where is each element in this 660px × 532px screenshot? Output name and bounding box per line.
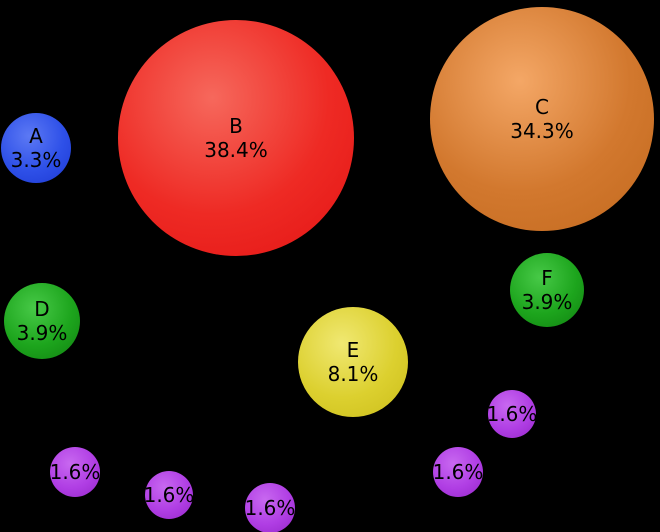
bubble-percent: 3.9% bbox=[16, 321, 68, 345]
bubble-unlabeled: 1.6% bbox=[487, 390, 538, 438]
bubble-unlabeled: 1.6% bbox=[433, 447, 483, 497]
bubble-label: F 3.9% bbox=[522, 266, 573, 314]
bubble-label: 1.6% bbox=[433, 460, 484, 484]
bubble-label: D 3.9% bbox=[17, 297, 68, 345]
bubble-percent: 1.6% bbox=[49, 460, 101, 484]
bubble-label: 1.6% bbox=[245, 496, 296, 520]
bubble-percent: 38.4% bbox=[204, 138, 268, 162]
bubble-C: C 34.3% bbox=[430, 7, 654, 231]
bubble-label: A 3.3% bbox=[11, 124, 62, 172]
bubble-B: B 38.4% bbox=[118, 20, 354, 256]
bubble-F: F 3.9% bbox=[510, 253, 584, 327]
bubble-letter: E bbox=[346, 338, 360, 362]
bubble-letter: A bbox=[29, 124, 43, 148]
bubble-percent: 3.9% bbox=[521, 290, 573, 314]
bubble-E: E 8.1% bbox=[298, 307, 408, 417]
bubble-label: 1.6% bbox=[144, 483, 195, 507]
bubble-label: E 8.1% bbox=[328, 338, 379, 386]
bubble-unlabeled: 1.6% bbox=[245, 483, 295, 532]
bubble-letter: D bbox=[34, 297, 50, 321]
bubble-percent: 1.6% bbox=[143, 483, 195, 507]
bubble-label: 1.6% bbox=[487, 402, 538, 426]
bubble-label: B 38.4% bbox=[204, 114, 268, 162]
bubble-percent: 1.6% bbox=[432, 460, 484, 484]
bubble-letter: F bbox=[541, 266, 553, 290]
bubble-A: A 3.3% bbox=[1, 113, 71, 183]
bubble-percent: 8.1% bbox=[327, 362, 379, 386]
bubble-letter: C bbox=[535, 95, 549, 119]
bubble-label: 1.6% bbox=[50, 460, 101, 484]
bubble-percent: 34.3% bbox=[510, 119, 574, 143]
bubble-D: D 3.9% bbox=[4, 283, 80, 359]
bubble-percent: 1.6% bbox=[244, 496, 296, 520]
bubble-label: C 34.3% bbox=[510, 95, 574, 143]
bubble-unlabeled: 1.6% bbox=[144, 471, 195, 519]
bubble-percent: 3.3% bbox=[10, 148, 62, 172]
bubble-percent: 1.6% bbox=[486, 402, 538, 426]
bubble-letter: B bbox=[229, 114, 243, 138]
bubble-unlabeled: 1.6% bbox=[50, 447, 100, 497]
